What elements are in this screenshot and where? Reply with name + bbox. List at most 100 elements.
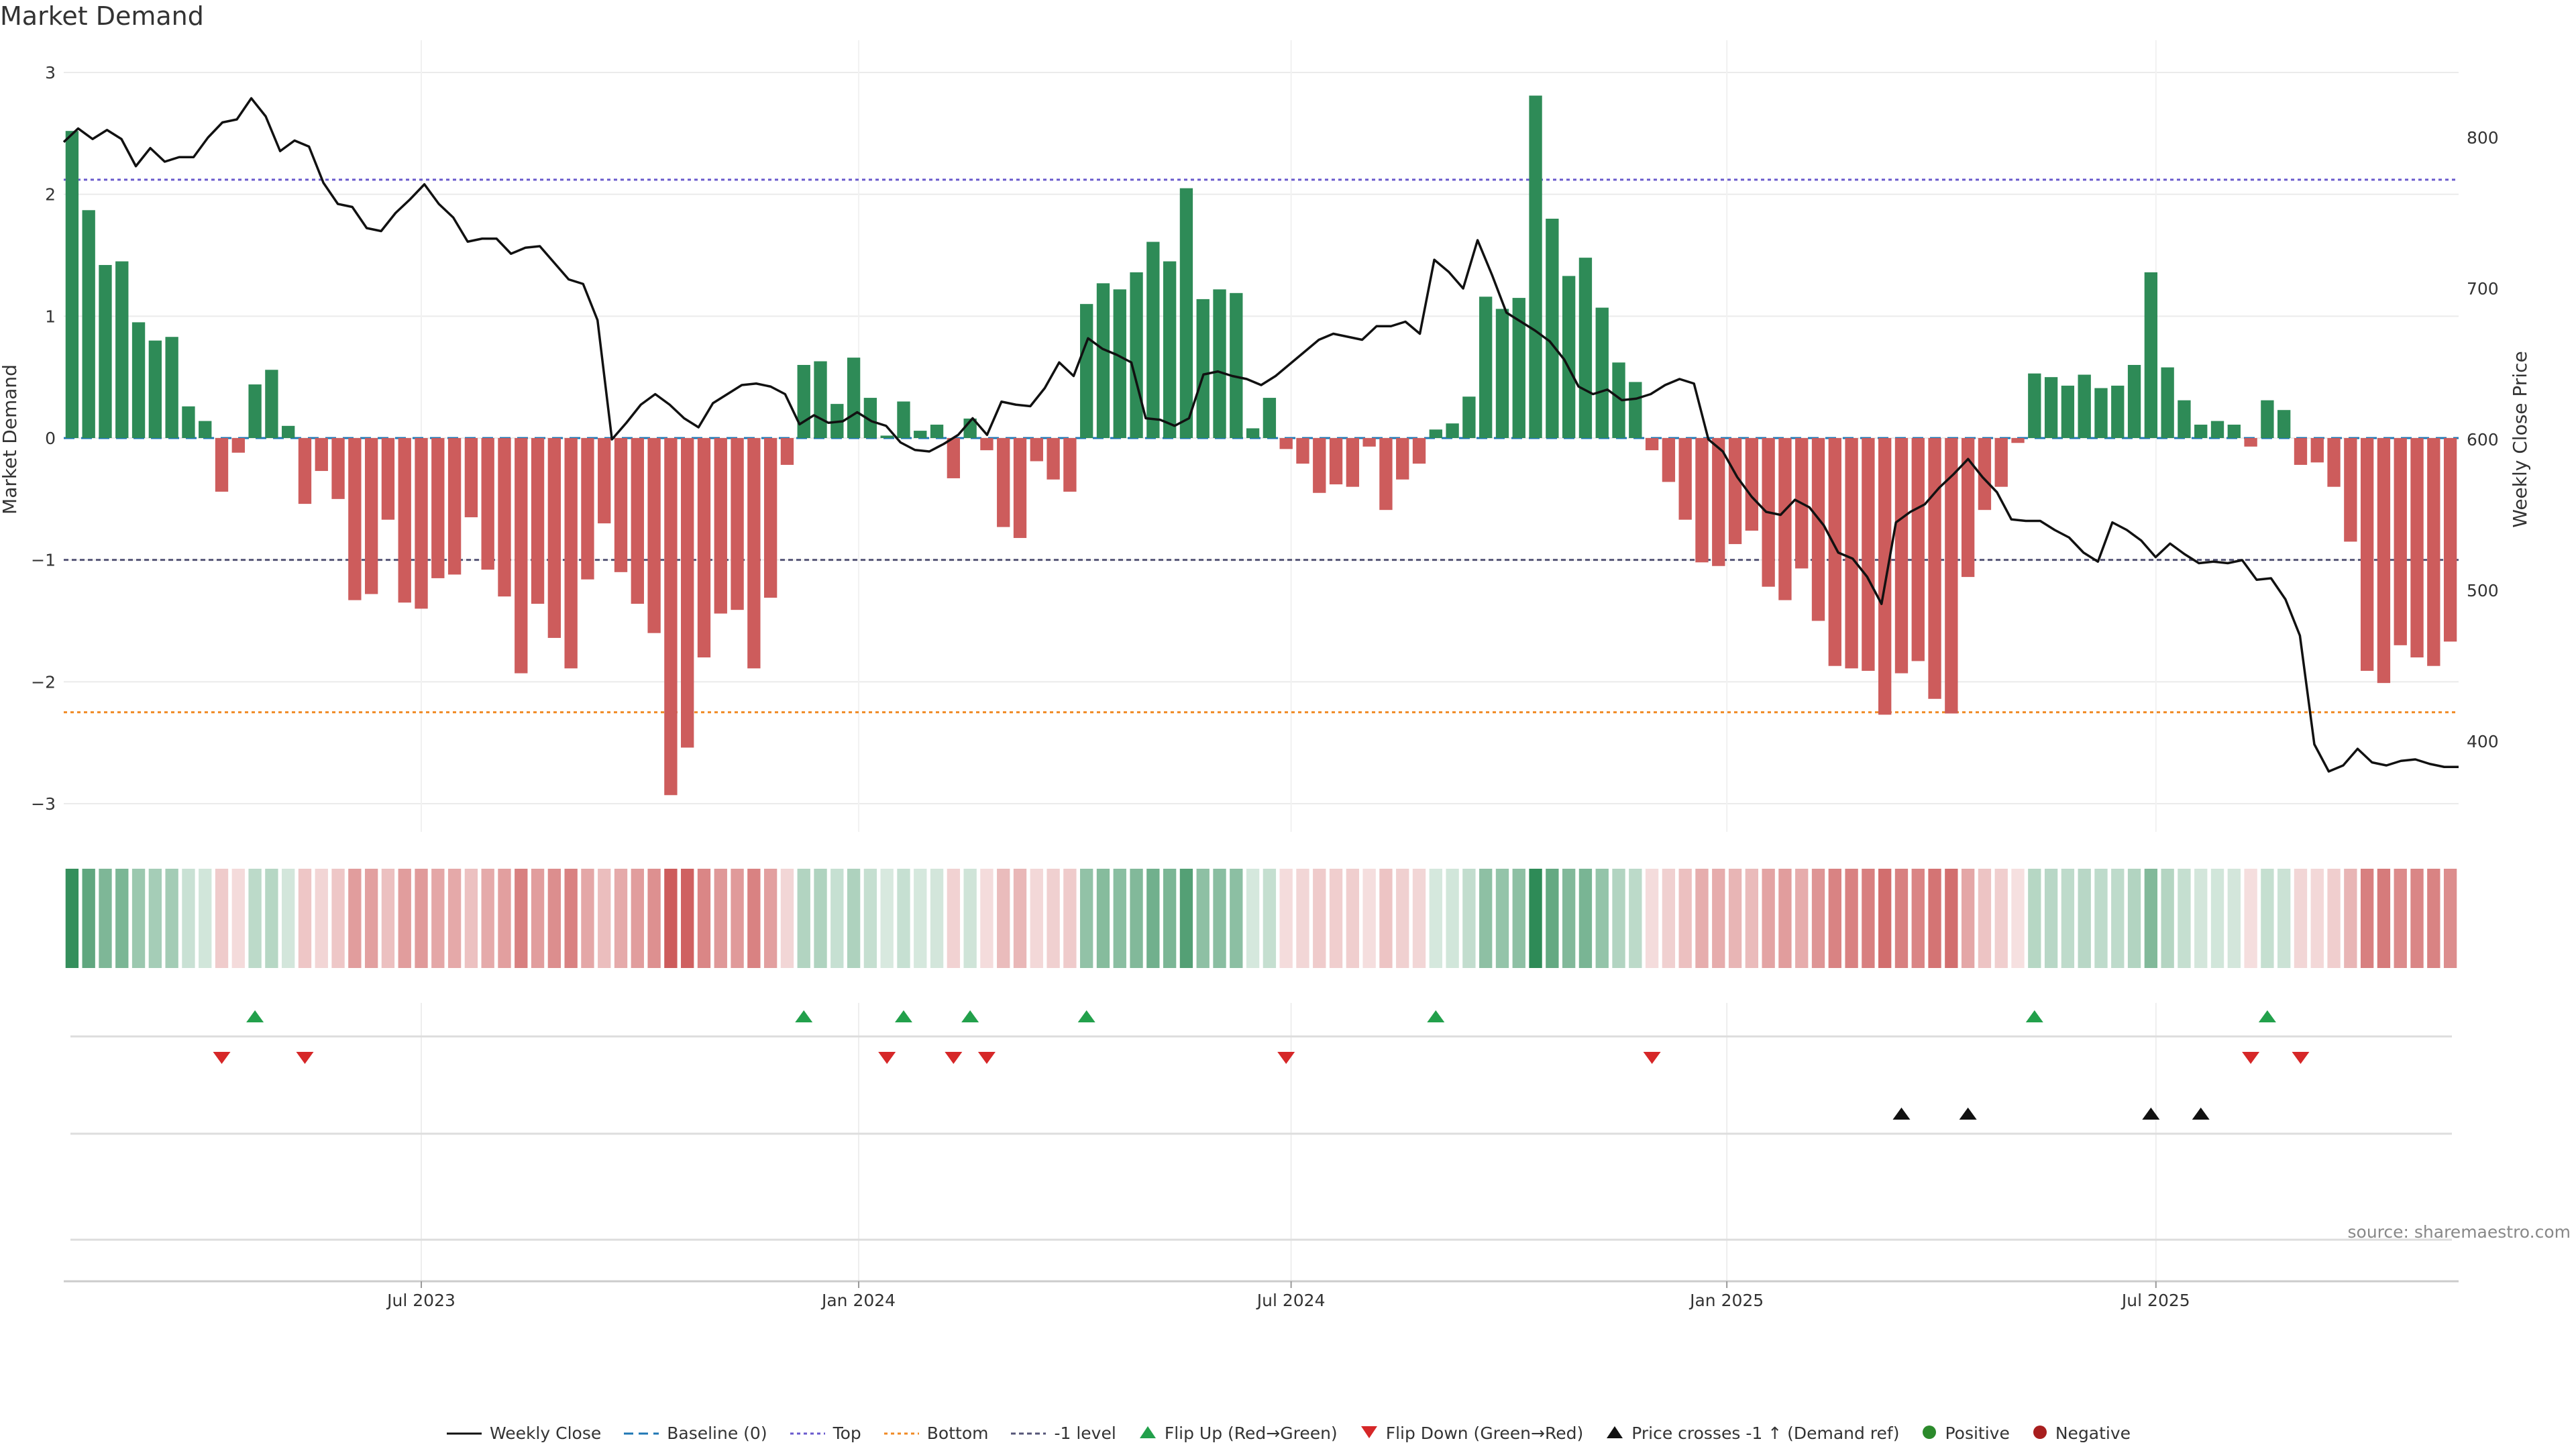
demand-bar	[298, 438, 312, 504]
heat-cell	[1230, 869, 1243, 968]
heat-cell	[547, 869, 561, 968]
demand-bar	[1179, 188, 1193, 438]
flip-down-marker	[1277, 1052, 1295, 1064]
heat-cell	[880, 869, 894, 968]
demand-bar	[2344, 438, 2357, 542]
heat-cell	[2377, 869, 2391, 968]
demand-bar	[231, 438, 245, 453]
heat-cell	[2427, 869, 2440, 968]
legend-label: Bottom	[926, 1424, 989, 1443]
legend-item: Positive	[1921, 1424, 2010, 1444]
heat-cell	[2394, 869, 2407, 968]
legend-glyph-icon	[789, 1425, 826, 1444]
demand-bar	[2094, 388, 2108, 438]
heat-cell	[997, 869, 1010, 968]
heat-cell	[1462, 869, 1476, 968]
demand-bar	[1329, 438, 1343, 485]
heat-cell	[1978, 869, 1992, 968]
flip-up-marker	[795, 1010, 813, 1022]
demand-bar	[1412, 438, 1426, 464]
demand-bar	[381, 438, 395, 520]
heat-cell	[1279, 869, 1293, 968]
flip-down-marker	[213, 1052, 231, 1064]
heat-cell	[182, 869, 195, 968]
demand-bar	[1629, 382, 1642, 438]
legend-item: Top	[789, 1424, 861, 1444]
heat-cell	[315, 869, 328, 968]
heat-cell	[598, 869, 611, 968]
heat-cell	[2194, 869, 2208, 968]
demand-bar	[1196, 299, 1210, 438]
x-tick-label: Jul 2023	[386, 1291, 455, 1310]
demand-bar	[199, 421, 212, 438]
price-line	[62, 97, 2459, 773]
price-cross-marker	[2142, 1108, 2160, 1120]
heat-cell	[199, 869, 212, 968]
flip-down-marker	[945, 1052, 963, 1064]
demand-bar	[1362, 438, 1376, 447]
legend-glyph-icon	[2031, 1424, 2049, 1444]
heat-cell	[148, 869, 162, 968]
reference-levels	[64, 178, 2459, 714]
heat-cell	[215, 869, 229, 968]
heat-cell	[2360, 869, 2374, 968]
heat-cell	[780, 869, 794, 968]
heat-cell	[847, 869, 861, 968]
heat-cell	[282, 869, 295, 968]
y-tick-label: −2	[31, 672, 56, 692]
x-tick-label: Jan 2025	[1688, 1291, 1764, 1310]
demand-bar	[515, 438, 528, 674]
heat-cell	[1845, 869, 1858, 968]
chart-title: Market Demand	[0, 1, 204, 31]
demand-bar	[814, 361, 827, 438]
heat-cell	[248, 869, 262, 968]
heat-cell	[82, 869, 95, 968]
demand-bar	[1046, 438, 1060, 480]
demand-bar	[2427, 438, 2440, 666]
demand-bar	[115, 261, 129, 438]
demand-bar	[1595, 307, 1609, 438]
heat-cell	[1346, 869, 1360, 968]
heat-cell	[731, 869, 744, 968]
heat-cell	[814, 869, 827, 968]
heat-cell	[1313, 869, 1326, 968]
heat-cell	[1030, 869, 1043, 968]
demand-bar	[598, 438, 611, 524]
heat-cell	[265, 869, 278, 968]
grid-lines	[64, 40, 2459, 1281]
heat-cell	[1163, 869, 1177, 968]
demand-bar	[1113, 289, 1126, 438]
heat-cell	[2161, 869, 2174, 968]
heat-cell	[1396, 869, 1409, 968]
heat-cell	[231, 869, 245, 968]
demand-bar	[1379, 438, 1393, 511]
flip-up-marker	[1077, 1010, 1095, 1022]
demand-bar	[1712, 438, 1725, 566]
heat-cell	[2294, 869, 2308, 968]
heat-cell	[930, 869, 944, 968]
signal-rows	[64, 1010, 2459, 1283]
demand-bar	[1945, 438, 1958, 714]
y-right-tick-label: 400	[2467, 732, 2499, 751]
demand-heat-strip	[65, 869, 2457, 968]
heat-cell	[515, 869, 528, 968]
heat-cell	[2011, 869, 2025, 968]
demand-bar	[780, 438, 794, 465]
heat-cell	[1113, 869, 1126, 968]
heat-cell	[980, 869, 994, 968]
heat-cell	[481, 869, 494, 968]
demand-bar	[1728, 438, 1742, 545]
heat-cell	[331, 869, 345, 968]
legend-label: Top	[833, 1424, 861, 1443]
flip-up-marker	[961, 1010, 979, 1022]
legend-glyph-icon	[445, 1425, 483, 1444]
legend-glyph-icon	[883, 1425, 920, 1444]
heat-cell	[1512, 869, 1525, 968]
flip-down-marker	[878, 1052, 896, 1064]
y-tick-label: 2	[45, 185, 56, 205]
source-note: source: sharemaestro.com	[2347, 1222, 2571, 1242]
demand-bar	[2244, 438, 2257, 447]
demand-bar	[2028, 373, 2041, 438]
demand-bar	[1894, 438, 1909, 674]
